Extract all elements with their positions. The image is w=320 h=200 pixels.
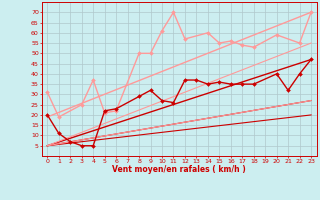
X-axis label: Vent moyen/en rafales ( km/h ): Vent moyen/en rafales ( km/h ) [112,165,246,174]
